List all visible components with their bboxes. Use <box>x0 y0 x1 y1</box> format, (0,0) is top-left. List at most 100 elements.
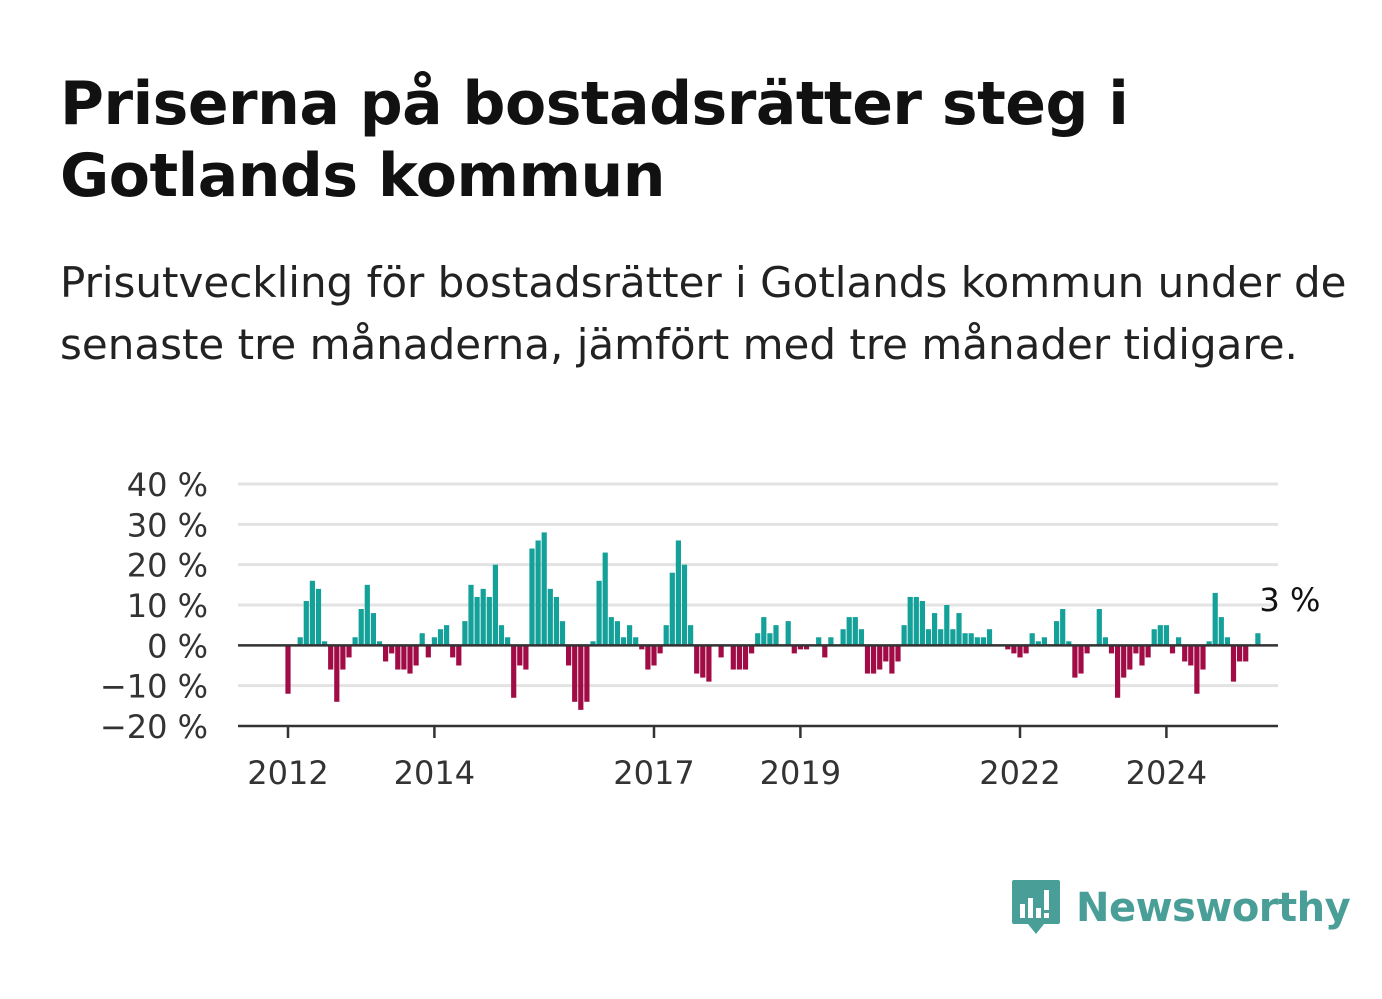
x-tick-label: 2012 <box>247 754 328 792</box>
bar <box>1017 645 1023 658</box>
bar <box>1255 633 1261 646</box>
newsworthy-logo-icon <box>1012 880 1060 934</box>
bar <box>596 580 602 646</box>
bar <box>822 645 828 658</box>
bar <box>547 588 553 646</box>
bar <box>1115 645 1121 698</box>
bar <box>840 629 846 646</box>
bar <box>401 645 407 670</box>
bar <box>608 617 614 646</box>
bar <box>572 645 578 702</box>
y-tick-label: 20 % <box>127 547 208 585</box>
bar <box>919 600 925 646</box>
y-tick-label: 30 % <box>127 506 208 544</box>
y-axis: 40 %30 %20 %10 %0 %−10 %−20 % <box>100 466 208 746</box>
bar <box>1212 592 1218 646</box>
bar <box>1243 645 1249 662</box>
bar <box>1029 633 1035 646</box>
bar <box>1102 637 1108 646</box>
bar <box>895 645 901 662</box>
bar <box>1169 645 1176 654</box>
x-tick-label: 2014 <box>394 754 475 792</box>
bar <box>639 645 645 650</box>
bar <box>1041 637 1047 646</box>
bar <box>749 645 755 654</box>
bar <box>474 596 480 646</box>
bar <box>1182 645 1188 662</box>
bar <box>736 645 742 670</box>
bar <box>303 600 309 646</box>
bar <box>1151 629 1157 646</box>
bar <box>675 540 681 646</box>
x-tick-label: 2017 <box>613 754 694 792</box>
bar <box>511 645 517 698</box>
bar <box>517 645 523 666</box>
bar <box>883 645 889 662</box>
bar <box>566 645 572 666</box>
bar <box>803 645 810 650</box>
bar <box>1218 617 1224 646</box>
bar <box>602 552 608 646</box>
chart-title: Priserna på bostadsrätter steg i Gotland… <box>60 69 1129 211</box>
bar <box>1206 641 1212 646</box>
bar <box>620 637 627 646</box>
bar <box>688 625 694 646</box>
bar <box>1060 609 1066 646</box>
bar <box>468 584 474 646</box>
bar <box>1163 625 1169 646</box>
bar <box>657 645 663 654</box>
grid-lines <box>238 482 1278 688</box>
bar <box>962 633 968 646</box>
bar <box>614 621 620 646</box>
bar <box>559 621 566 646</box>
bar <box>828 637 834 646</box>
bar <box>498 625 505 646</box>
bar <box>1108 645 1115 654</box>
bar <box>907 596 913 646</box>
bar <box>431 637 437 646</box>
bar <box>535 540 541 646</box>
bar <box>352 637 358 646</box>
bar <box>450 645 456 658</box>
bar <box>1224 637 1230 646</box>
bar <box>791 645 797 654</box>
bar <box>938 629 944 646</box>
brand-name: Newsworthy <box>1076 885 1351 931</box>
bar <box>669 572 675 646</box>
bar <box>328 645 334 670</box>
bar <box>584 645 590 702</box>
y-tick-label: 10 % <box>127 587 208 625</box>
bar <box>986 629 993 646</box>
bar <box>1188 645 1194 666</box>
bar <box>578 645 584 710</box>
bar <box>492 564 498 646</box>
bar <box>742 645 749 670</box>
bar <box>700 645 706 678</box>
bar <box>871 645 877 674</box>
bar <box>1078 645 1084 674</box>
bar <box>633 637 639 646</box>
bar <box>1200 645 1206 670</box>
bar <box>877 645 883 670</box>
bar <box>364 584 370 646</box>
x-tick-label: 2024 <box>1126 754 1207 792</box>
bar <box>1127 645 1133 670</box>
bar <box>852 617 858 646</box>
bar <box>553 596 559 646</box>
bar <box>413 645 419 666</box>
bar <box>340 645 346 670</box>
bar <box>419 633 425 646</box>
bar <box>334 645 340 702</box>
bars <box>285 532 1261 710</box>
bar <box>486 596 492 646</box>
bar <box>663 625 669 646</box>
bar <box>706 645 712 682</box>
bar <box>889 645 895 674</box>
bar <box>523 645 529 670</box>
bar <box>480 588 486 646</box>
y-tick-label: −10 % <box>100 668 208 706</box>
bar <box>1176 637 1182 646</box>
bar <box>925 629 932 646</box>
bar <box>425 645 431 658</box>
bar <box>974 637 980 646</box>
